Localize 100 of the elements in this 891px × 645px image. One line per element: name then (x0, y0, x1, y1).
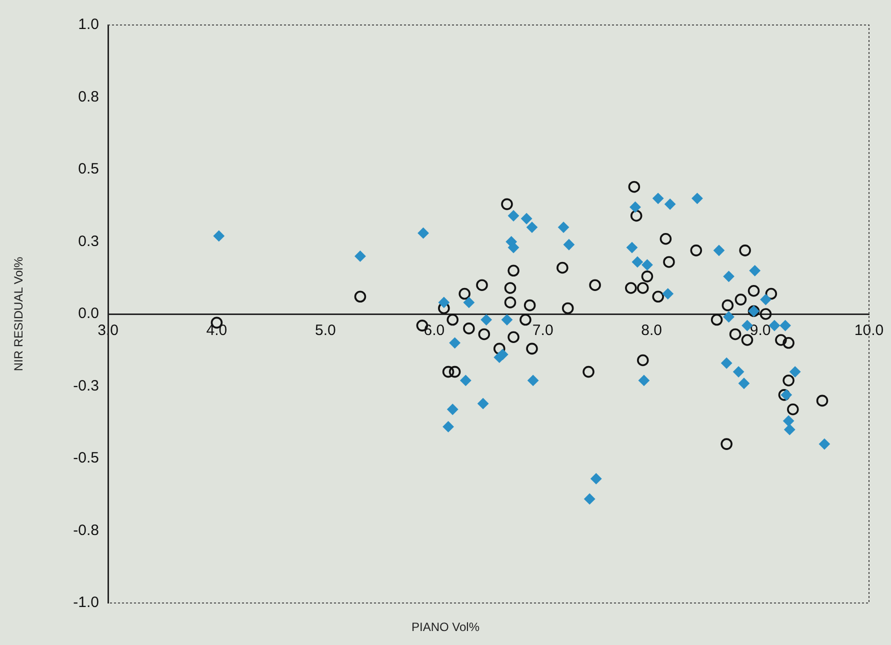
point (448, 366, 461, 378)
point (463, 322, 475, 334)
point (782, 374, 794, 386)
point (418, 228, 429, 239)
point (504, 296, 516, 308)
point (590, 473, 602, 484)
y-tick-label: -1.0 (73, 594, 99, 612)
point (563, 239, 574, 250)
point (520, 314, 532, 326)
point (690, 244, 702, 256)
point (630, 202, 641, 213)
point (692, 192, 703, 204)
x-tick-label: 10.0 (854, 322, 884, 340)
point (729, 328, 742, 340)
point (641, 270, 654, 282)
point (662, 288, 674, 300)
point (447, 404, 458, 415)
point (589, 279, 601, 291)
point (526, 342, 538, 355)
point (734, 294, 747, 306)
point (760, 294, 772, 306)
point (626, 242, 638, 254)
point (528, 374, 539, 386)
y-tick-label: 0.3 (78, 232, 99, 250)
point (460, 374, 472, 386)
point (446, 314, 459, 326)
point (721, 358, 732, 369)
point (775, 334, 787, 346)
point (663, 256, 675, 268)
point (625, 282, 637, 294)
point (733, 366, 744, 378)
point (738, 378, 750, 389)
y-axis-title: NIR RESIDUAL Vol% (12, 256, 26, 372)
y-tick-label: 1.0 (78, 16, 99, 34)
point (664, 198, 676, 210)
point (780, 320, 791, 332)
point (508, 242, 520, 254)
point (749, 265, 760, 276)
point (660, 232, 672, 245)
point (501, 314, 512, 326)
point (582, 366, 594, 378)
point (442, 421, 454, 432)
point (630, 210, 642, 222)
y-tick-label: 0.8 (78, 88, 99, 106)
point (760, 308, 772, 320)
point (558, 222, 570, 233)
point (782, 337, 794, 349)
point (508, 264, 520, 277)
point (787, 403, 799, 416)
x-axis-title: PIANO Vol% (410, 620, 481, 634)
point (442, 366, 454, 378)
y-tick-label: -0.3 (73, 377, 99, 394)
point (354, 290, 366, 303)
point (628, 180, 640, 193)
point (508, 331, 520, 344)
point (478, 328, 490, 340)
point (748, 284, 760, 297)
x-tick-label: 5.0 (315, 322, 336, 340)
point (790, 366, 801, 378)
point (723, 270, 734, 282)
point (720, 438, 732, 450)
point (722, 299, 734, 312)
point (501, 198, 513, 210)
x-tick-label: 8.0 (641, 322, 662, 340)
point (213, 230, 224, 242)
point (652, 192, 664, 204)
x-tick-label: 7.0 (532, 322, 554, 340)
point (638, 374, 650, 386)
point (480, 314, 492, 326)
y-tick-label: -0.8 (73, 522, 99, 539)
point (816, 394, 828, 407)
point (493, 342, 506, 355)
point (476, 279, 488, 291)
point (524, 299, 536, 312)
x-tick-label: 9.0 (750, 322, 771, 340)
point (508, 210, 520, 222)
y-tick-label: 0.5 (78, 160, 99, 178)
point (765, 288, 778, 300)
point (562, 302, 574, 314)
point (526, 222, 538, 233)
point (556, 262, 568, 274)
point (463, 296, 474, 308)
point (458, 288, 470, 300)
point (504, 282, 516, 294)
point (354, 250, 366, 262)
y-tick-label: 0.0 (78, 305, 99, 322)
point (723, 311, 734, 322)
point (438, 296, 450, 308)
point (780, 389, 792, 400)
point (449, 337, 460, 348)
point (636, 354, 649, 366)
point (741, 334, 754, 346)
point (642, 259, 653, 270)
point (778, 389, 790, 401)
point (818, 438, 830, 450)
y-tick-label: -0.5 (73, 450, 99, 467)
point (784, 424, 796, 436)
point (652, 290, 664, 303)
point (584, 493, 596, 504)
point (632, 256, 643, 268)
